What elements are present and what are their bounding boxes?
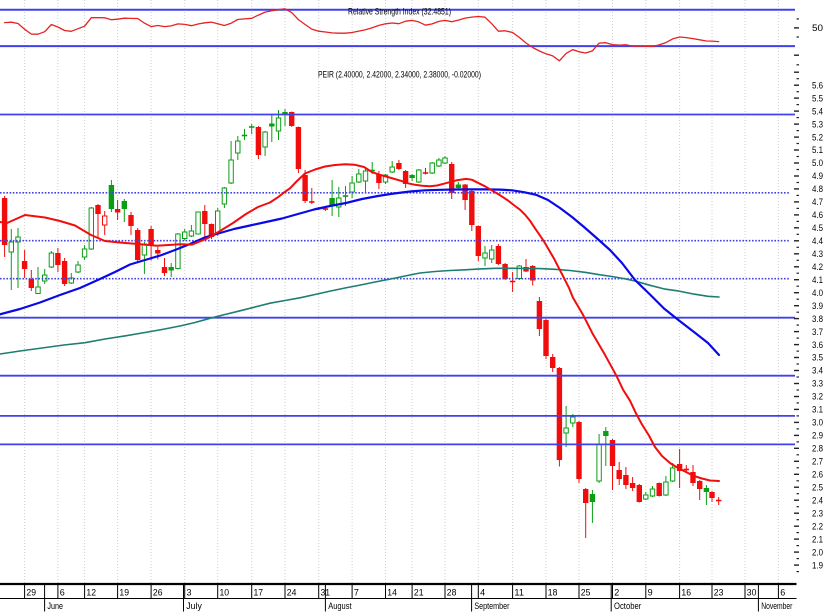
svg-text:24: 24 [287,588,297,598]
svg-text:2.5: 2.5 [812,482,823,492]
svg-text:July: July [186,601,202,611]
svg-text:3.4: 3.4 [812,366,823,376]
svg-text:3.5: 3.5 [812,353,823,363]
svg-text:3.1: 3.1 [812,405,823,415]
svg-text:3: 3 [187,588,192,598]
svg-text:14: 14 [387,588,397,598]
svg-text:9: 9 [648,588,653,598]
svg-text:1.9: 1.9 [812,560,823,570]
svg-text:2.8: 2.8 [812,444,823,454]
svg-text:28: 28 [447,588,457,598]
svg-text:4: 4 [480,588,485,598]
svg-text:3.2: 3.2 [812,392,823,402]
svg-text:August: August [328,601,352,611]
svg-text:4.4: 4.4 [812,236,823,246]
svg-text:November: November [761,601,792,611]
svg-text:September: September [474,601,509,611]
svg-text:3.7: 3.7 [812,327,823,337]
svg-text:30: 30 [747,588,757,598]
svg-text:21: 21 [414,588,424,598]
svg-text:18: 18 [548,588,558,598]
svg-text:2.0: 2.0 [812,547,823,557]
svg-text:4.1: 4.1 [812,275,823,285]
svg-text:4.2: 4.2 [812,262,823,272]
svg-text:October: October [614,601,641,611]
svg-text:5.6: 5.6 [812,80,823,90]
svg-text:11: 11 [514,588,524,598]
svg-text:3.6: 3.6 [812,340,823,350]
svg-text:16: 16 [681,588,691,598]
svg-text:2.6: 2.6 [812,470,823,480]
svg-text:23: 23 [714,588,724,598]
svg-text:5.2: 5.2 [812,132,823,142]
svg-text:5.0: 5.0 [812,158,823,168]
svg-text:2.1: 2.1 [812,534,823,544]
svg-text:Relative Strength Index (32.48: Relative Strength Index (32.4851) [348,7,451,17]
svg-text:7: 7 [354,588,359,598]
svg-text:29: 29 [26,588,36,598]
svg-text:26: 26 [153,588,163,598]
svg-text:4.9: 4.9 [812,171,823,181]
svg-text:PEIR (2.40000, 2.42000, 2.3400: PEIR (2.40000, 2.42000, 2.34000, 2.38000… [318,70,481,80]
svg-text:4.7: 4.7 [812,197,823,207]
svg-text:5.1: 5.1 [812,145,823,155]
svg-text:17: 17 [254,588,264,598]
svg-text:10: 10 [220,588,230,598]
svg-text:25: 25 [581,588,591,598]
svg-text:5.5: 5.5 [812,93,823,103]
svg-text:19: 19 [119,588,129,598]
svg-text:5.3: 5.3 [812,119,823,129]
svg-text:50: 50 [812,23,823,33]
svg-text:2.7: 2.7 [812,457,823,467]
svg-text:2: 2 [614,588,619,598]
svg-text:2.3: 2.3 [812,508,823,518]
svg-text:2.2: 2.2 [812,521,823,531]
svg-text:June: June [47,601,63,611]
svg-text:4.0: 4.0 [812,288,823,298]
svg-text:3.9: 3.9 [812,301,823,311]
svg-text:3.8: 3.8 [812,314,823,324]
svg-text:4.6: 4.6 [812,210,823,220]
svg-text:6: 6 [780,588,785,598]
svg-text:3.3: 3.3 [812,379,823,389]
svg-text:12: 12 [86,588,96,598]
svg-text:3.0: 3.0 [812,418,823,428]
svg-text:2.9: 2.9 [812,431,823,441]
svg-text:4.5: 4.5 [812,223,823,233]
svg-text:2.4: 2.4 [812,495,823,505]
svg-text:4.3: 4.3 [812,249,823,259]
svg-text:4.8: 4.8 [812,184,823,194]
svg-text:5.4: 5.4 [812,106,823,116]
svg-text:6: 6 [60,588,65,598]
